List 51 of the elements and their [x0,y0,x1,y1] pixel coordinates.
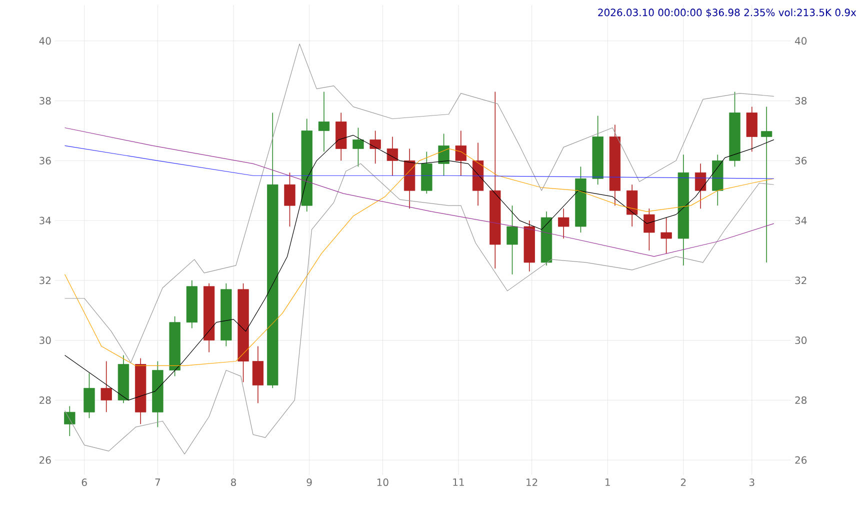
candlestick [626,184,638,227]
y2-tick-label: 26 [795,456,807,464]
candlestick [760,106,772,263]
candlestick [455,130,466,176]
candlestick [438,133,450,176]
candlestick [370,130,381,164]
candlestick [100,360,112,413]
x-tick-label: 11 [453,478,464,486]
y-tick-label: 30 [40,336,51,344]
y2-tick-label: 28 [795,396,807,404]
y-tick-label: 28 [40,396,51,404]
x-tick-label: 8 [231,478,236,486]
line-series [64,134,774,400]
candlestick [558,208,570,239]
x-tick-label: 12 [526,478,538,486]
x-tick-label: 2 [680,478,686,486]
x-tick-label: 7 [155,478,160,486]
y-tick-label: 34 [40,216,51,224]
candlestick [84,372,95,419]
x-tick-label: 1 [606,478,610,486]
y-tick-label: 40 [39,37,51,45]
y2-tick-label: 38 [795,97,807,105]
line-series [64,145,774,179]
x-tick-label: 10 [377,478,388,486]
candlestick [506,205,518,275]
y2-tick-label: 30 [795,336,807,344]
x-tick-label: 9 [306,478,312,486]
y-tick-label: 36 [40,156,51,164]
candlestick [64,406,76,436]
y2-tick-label: 32 [795,276,806,284]
y-tick-label: 26 [40,456,51,464]
candlestick [386,136,398,176]
line-series [64,163,774,454]
x-tick-label: 6 [82,478,87,486]
candlestick [694,163,706,209]
candlestick [252,346,264,404]
candlestick [284,172,296,227]
candlestick [644,208,655,251]
y2-tick-label: 40 [795,37,807,45]
candlestick [318,91,330,152]
y-tick-label: 32 [40,276,50,284]
candlestick [352,127,364,168]
candlestick [746,106,758,152]
chart-title: 2026.03.10 00:00:00 $36.98 2.35% vol:213.5K 0.9x [598,8,856,18]
y-tick-label: 38 [40,97,51,105]
line-series [64,44,774,364]
line-series [64,127,774,257]
x-tick-label: 3 [749,478,754,486]
y2-tick-label: 36 [795,156,807,164]
candlestick [660,217,672,254]
y2-tick-label: 34 [795,216,807,224]
